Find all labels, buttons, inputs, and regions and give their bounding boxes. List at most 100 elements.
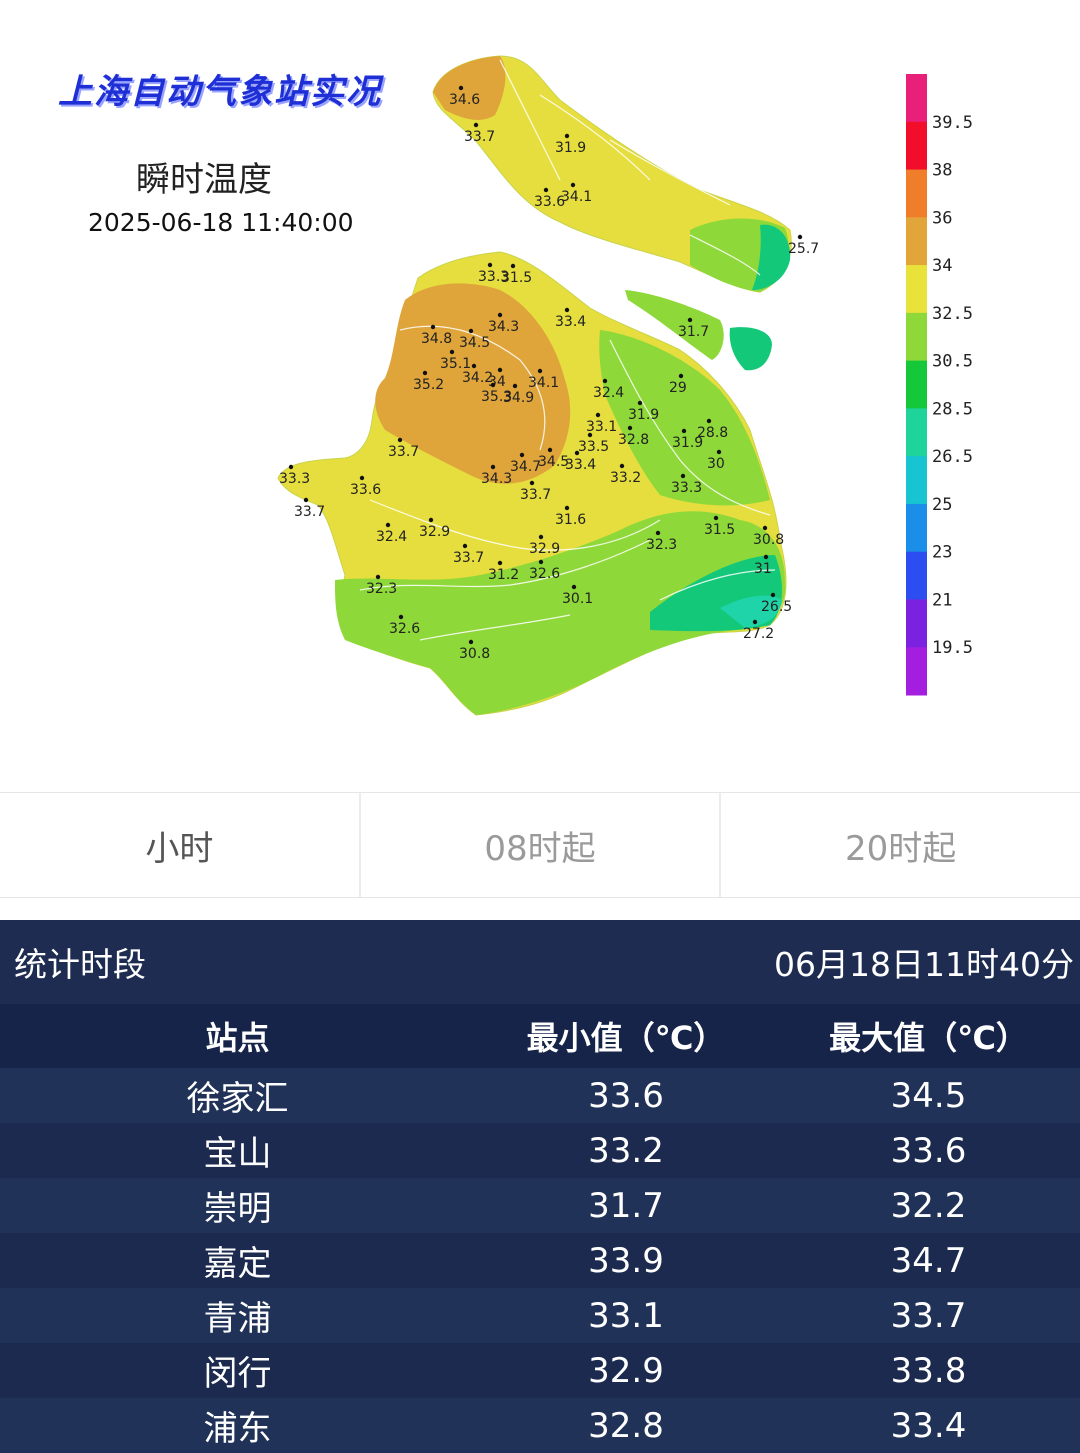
station-value: 33.7 [520, 487, 551, 503]
color-legend: 39.5 38 36 34 32.5 30.5 28.5 26.5 25 23 21 19.5 [906, 74, 973, 696]
min-value: 33.2 [588, 1130, 664, 1171]
station-dot [458, 85, 464, 91]
station-value: 31.9 [672, 435, 703, 451]
station-value: 31.6 [555, 512, 586, 528]
station-dot [490, 382, 496, 388]
station-dot [637, 400, 643, 406]
station-dot [487, 262, 493, 268]
station-name: 宝山 [203, 1134, 272, 1174]
station-dot [602, 378, 608, 384]
legend-label: 32.5 [932, 304, 973, 324]
tab-since-20[interactable]: 20时起 [721, 793, 1080, 897]
station-value: 34.5 [538, 454, 569, 470]
station-value: 31.9 [555, 140, 586, 156]
legend-label: 34 [932, 256, 952, 276]
station-dot [529, 480, 535, 486]
station-layer: 34.633.731.933.634.125.733.331.534.3 33.4… [279, 85, 819, 662]
station-dot [547, 447, 553, 453]
station-dot [385, 522, 391, 528]
station-dot [497, 367, 503, 373]
map-timestamp: 2025-06-18 11:40:00 [88, 208, 354, 237]
station-dot [763, 554, 769, 560]
legend-swatch [906, 360, 927, 409]
legend-label: 25 [932, 495, 952, 515]
mainland-south-green [335, 511, 786, 715]
station-dot [543, 187, 549, 193]
station-dot [497, 312, 503, 318]
station-value: 34.9 [503, 390, 534, 406]
station-value: 32.9 [419, 524, 450, 540]
station-value: 31.5 [704, 522, 735, 538]
station-value: 27.2 [743, 626, 774, 642]
table-row: 青浦 33.1 33.7 [0, 1288, 1080, 1343]
station-dot [537, 368, 543, 374]
temperature-map-panel: 34.6 33.7 31.9 33.6 34.1 25.7 33.3 31.5 34.3 33.4… [58, 55, 973, 716]
station-value: 31.7 [678, 324, 709, 340]
station-dot [687, 317, 693, 323]
station-value: 34.1 [561, 189, 592, 205]
station-value: 30.8 [753, 532, 784, 548]
legend-swatch [906, 121, 927, 171]
station-dot [359, 475, 365, 481]
legend-swatch [906, 312, 927, 362]
table-row: 崇明 31.7 32.2 [0, 1178, 1080, 1233]
station-value: 34.3 [488, 319, 519, 335]
max-value: 32.2 [890, 1185, 967, 1226]
table-row: 嘉定 33.9 34.7 [0, 1233, 1080, 1288]
station-value: 30 [707, 456, 725, 472]
legend-swatch [906, 456, 927, 505]
station-dot [564, 505, 570, 511]
station-dot [430, 324, 436, 330]
legend-swatch [906, 169, 927, 218]
station-value: 33.3 [478, 269, 509, 285]
legend-swatch [906, 217, 927, 266]
station-dot [587, 432, 593, 438]
station-value: 33.3 [279, 471, 310, 487]
station-value: 34 [488, 374, 506, 390]
shanghai-temperature-map: 34.633.731.933.634.125.733.331.534.3 33.4… [277, 55, 973, 716]
station-dot [574, 450, 580, 456]
station-value: 25.7 [788, 241, 819, 257]
station-value: 31.5 [501, 270, 532, 286]
legend-swatch [906, 551, 927, 600]
legend-swatch [906, 74, 927, 123]
station-dot [468, 328, 474, 334]
station-dot [564, 133, 570, 139]
station-dot [538, 559, 544, 565]
station-value: 33.7 [464, 129, 495, 145]
table-header: 站点 最小值（℃） 最大值（℃） [0, 1004, 1080, 1068]
header-max: 最大值（℃） [829, 1019, 1028, 1057]
station-dot [449, 349, 455, 355]
max-value: 33.8 [890, 1350, 967, 1391]
station-dot [680, 473, 686, 479]
station-name: 嘉定 [203, 1244, 272, 1284]
max-value: 33.7 [890, 1295, 967, 1336]
legend-label: 38 [932, 161, 952, 181]
table-body: 徐家汇 33.6 34.5 宝山 33.2 33.6 崇明 31.7 32.2 嘉定 33.9 34.… [0, 1068, 1080, 1453]
legend-label: 23 [932, 543, 952, 563]
station-dot [678, 373, 684, 379]
station-dot [564, 307, 570, 313]
station-dot [397, 437, 403, 443]
station-value: 34.2 [462, 370, 493, 386]
legend-label: 19.5 [932, 638, 973, 658]
legend-label: 26.5 [932, 447, 973, 467]
station-dot [512, 383, 518, 389]
station-value: 32.3 [646, 537, 677, 553]
station-dot [490, 464, 496, 470]
min-value: 33.1 [588, 1295, 664, 1336]
header-min: 最小值（℃） [526, 1019, 726, 1057]
tab-hourly[interactable]: 小时 [0, 793, 361, 897]
station-value: 34.3 [481, 471, 512, 487]
legend-swatch [906, 265, 927, 314]
tab-since-08[interactable]: 08时起 [360, 793, 722, 897]
station-dot [519, 452, 525, 458]
legend-label: 21 [932, 590, 952, 610]
station-value: 34.6 [449, 92, 480, 108]
table-row: 浦东 32.8 33.4 [0, 1398, 1080, 1453]
table-row: 宝山 33.2 33.6 [0, 1123, 1080, 1178]
station-name: 浦东 [203, 1409, 272, 1449]
station-value: 33.7 [453, 550, 484, 566]
station-dot [681, 428, 687, 434]
stats-period-bar: 统计时段 06月18日11时40分 [0, 920, 1080, 1004]
